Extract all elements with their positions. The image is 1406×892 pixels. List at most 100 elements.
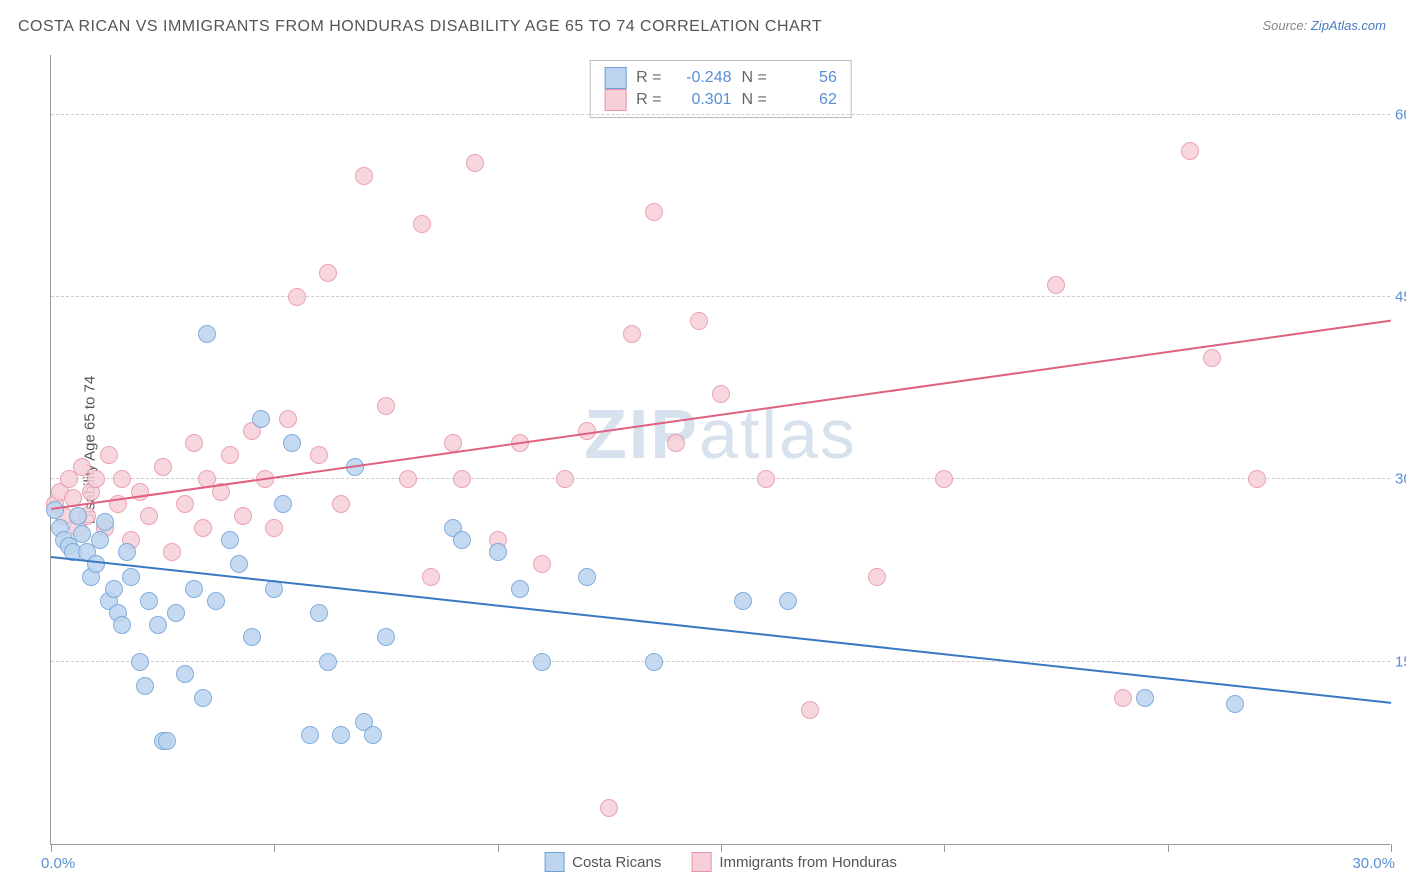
- n-label-1: N =: [742, 69, 767, 87]
- scatter-point: [453, 470, 471, 488]
- scatter-point: [1248, 470, 1266, 488]
- scatter-point: [113, 470, 131, 488]
- scatter-point: [667, 434, 685, 452]
- scatter-point: [46, 501, 64, 519]
- scatter-point: [140, 592, 158, 610]
- r-label-1: R =: [636, 69, 661, 87]
- x-axis-label-max: 30.0%: [1352, 855, 1395, 872]
- scatter-point: [712, 385, 730, 403]
- scatter-point: [122, 568, 140, 586]
- scatter-point: [283, 434, 301, 452]
- gridline: [51, 661, 1390, 662]
- legend-swatch-2: [691, 852, 711, 872]
- scatter-point: [1136, 689, 1154, 707]
- scatter-point: [194, 689, 212, 707]
- y-tick-label: 60.0%: [1395, 106, 1406, 123]
- scatter-point: [243, 628, 261, 646]
- scatter-point: [413, 215, 431, 233]
- stats-row-2: R = 0.301 N = 62: [604, 89, 837, 111]
- scatter-point: [466, 154, 484, 172]
- x-tick: [498, 844, 499, 852]
- y-tick-label: 30.0%: [1395, 471, 1406, 488]
- scatter-point: [176, 665, 194, 683]
- scatter-point: [868, 568, 886, 586]
- source-prefix: Source:: [1262, 18, 1310, 33]
- scatter-point: [310, 446, 328, 464]
- stats-legend-box: R = -0.248 N = 56 R = 0.301 N = 62: [589, 60, 852, 118]
- scatter-point: [556, 470, 574, 488]
- plot-area: Disability Age 65 to 74 ZIPatlas R = -0.…: [50, 55, 1390, 845]
- scatter-point: [301, 726, 319, 744]
- y-tick-label: 15.0%: [1395, 653, 1406, 670]
- scatter-point: [105, 580, 123, 598]
- scatter-point: [645, 203, 663, 221]
- scatter-point: [332, 726, 350, 744]
- x-tick: [721, 844, 722, 852]
- scatter-point: [149, 616, 167, 634]
- scatter-point: [176, 495, 194, 513]
- n-label-2: N =: [742, 91, 767, 109]
- legend-label-1: Costa Ricans: [572, 854, 661, 871]
- scatter-point: [100, 446, 118, 464]
- x-tick: [1391, 844, 1392, 852]
- scatter-point: [288, 288, 306, 306]
- watermark: ZIPatlas: [584, 394, 857, 474]
- scatter-point: [279, 410, 297, 428]
- scatter-point: [757, 470, 775, 488]
- scatter-point: [444, 434, 462, 452]
- scatter-point: [319, 653, 337, 671]
- scatter-point: [319, 264, 337, 282]
- scatter-point: [136, 677, 154, 695]
- scatter-point: [131, 653, 149, 671]
- y-tick-label: 45.0%: [1395, 289, 1406, 306]
- scatter-point: [935, 470, 953, 488]
- source-link[interactable]: ZipAtlas.com: [1311, 18, 1386, 33]
- legend-item-2: Immigrants from Honduras: [691, 852, 897, 872]
- scatter-point: [185, 434, 203, 452]
- scatter-point: [453, 531, 471, 549]
- scatter-point: [265, 519, 283, 537]
- scatter-point: [355, 167, 373, 185]
- scatter-point: [779, 592, 797, 610]
- scatter-point: [377, 628, 395, 646]
- scatter-point: [221, 531, 239, 549]
- n-value-2: 62: [777, 91, 837, 109]
- scatter-point: [1181, 142, 1199, 160]
- x-axis-label-min: 0.0%: [41, 855, 75, 872]
- scatter-point: [91, 531, 109, 549]
- stats-swatch-2: [604, 89, 626, 111]
- legend-item-1: Costa Ricans: [544, 852, 661, 872]
- scatter-point: [185, 580, 203, 598]
- scatter-point: [511, 580, 529, 598]
- legend-swatch-1: [544, 852, 564, 872]
- scatter-point: [310, 604, 328, 622]
- scatter-point: [69, 507, 87, 525]
- x-tick: [51, 844, 52, 852]
- scatter-point: [600, 799, 618, 817]
- scatter-point: [140, 507, 158, 525]
- scatter-point: [1226, 695, 1244, 713]
- scatter-point: [230, 555, 248, 573]
- scatter-point: [1047, 276, 1065, 294]
- scatter-point: [533, 653, 551, 671]
- scatter-point: [198, 325, 216, 343]
- chart-title: COSTA RICAN VS IMMIGRANTS FROM HONDURAS …: [18, 18, 822, 36]
- gridline: [51, 296, 1390, 297]
- scatter-point: [73, 525, 91, 543]
- scatter-point: [578, 568, 596, 586]
- scatter-point: [364, 726, 382, 744]
- scatter-point: [690, 312, 708, 330]
- scatter-point: [163, 543, 181, 561]
- gridline: [51, 114, 1390, 115]
- bottom-legend: Costa Ricans Immigrants from Honduras: [544, 852, 897, 872]
- source-attribution: Source: ZipAtlas.com: [1262, 18, 1386, 33]
- scatter-point: [489, 543, 507, 561]
- scatter-point: [274, 495, 292, 513]
- scatter-point: [623, 325, 641, 343]
- legend-label-2: Immigrants from Honduras: [719, 854, 897, 871]
- scatter-point: [87, 555, 105, 573]
- scatter-point: [207, 592, 225, 610]
- scatter-point: [645, 653, 663, 671]
- scatter-point: [158, 732, 176, 750]
- x-tick: [1168, 844, 1169, 852]
